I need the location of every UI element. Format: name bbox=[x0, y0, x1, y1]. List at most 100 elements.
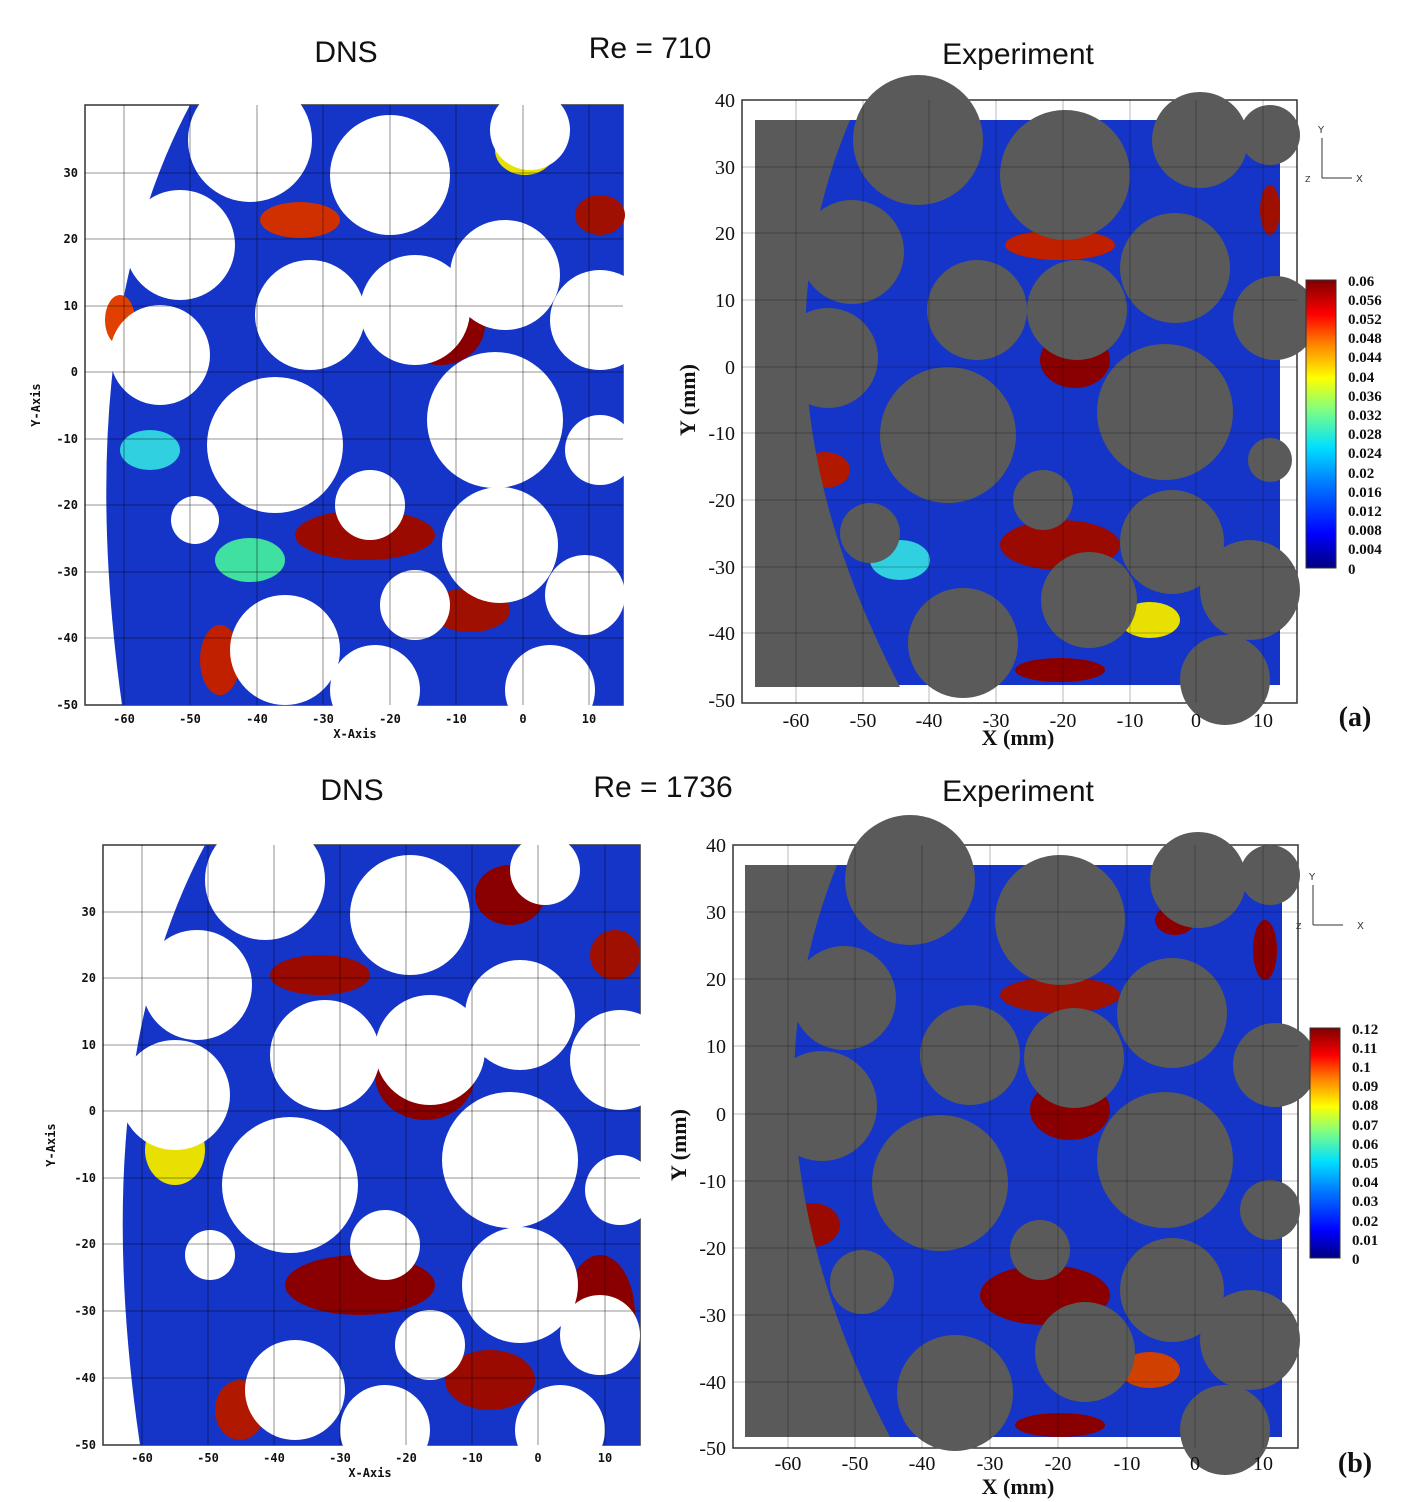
dns-y-tick: -20 bbox=[56, 498, 78, 512]
triad-z-label: Z bbox=[1305, 175, 1311, 184]
exp-y-tick: -20 bbox=[699, 1238, 726, 1260]
panel-label-a: (a) bbox=[1339, 702, 1372, 733]
colorbar-label: 0.008 bbox=[1348, 523, 1382, 539]
dns-y-tick: -40 bbox=[56, 631, 78, 645]
exp-y-tick: 0 bbox=[716, 1104, 726, 1126]
colorbar-label: 0.02 bbox=[1348, 466, 1374, 482]
dns-x-tick: -60 bbox=[131, 1451, 153, 1465]
exp-y-tick: 40 bbox=[715, 90, 735, 112]
dns-x-tick: -10 bbox=[461, 1451, 483, 1465]
dns-y-tick: -50 bbox=[74, 1438, 96, 1452]
exp-y-tick: -10 bbox=[699, 1171, 726, 1193]
colorbar-label: 0 bbox=[1352, 1252, 1360, 1268]
colorbar-gradient-b bbox=[1309, 1027, 1341, 1259]
exp-x-axis-label-b: X (mm) bbox=[982, 1474, 1055, 1499]
dns-y-tick: -30 bbox=[56, 565, 78, 579]
exp-grid-b bbox=[733, 845, 1298, 1448]
axis-triad-b: Y X Z bbox=[1296, 872, 1364, 932]
colorbar-label: 0.052 bbox=[1348, 312, 1382, 328]
exp-x-tick: -60 bbox=[783, 710, 810, 732]
triad-x-label: X bbox=[1357, 921, 1364, 932]
exp-y-tick: 40 bbox=[706, 835, 726, 857]
exp-x-tick: -50 bbox=[842, 1453, 869, 1475]
exp-field-b bbox=[745, 815, 1317, 1475]
colorbar-label: 0.04 bbox=[1348, 370, 1375, 386]
exp-y-tick: 20 bbox=[706, 969, 726, 991]
exp-x-tick: -40 bbox=[909, 1453, 936, 1475]
colorbar-label: 0.06 bbox=[1352, 1137, 1379, 1153]
colorbar-label: 0.048 bbox=[1348, 331, 1382, 347]
dns-y-tick: 30 bbox=[82, 905, 96, 919]
exp-x-tick: -60 bbox=[775, 1453, 802, 1475]
dns-x-tick: 0 bbox=[519, 712, 526, 726]
dns-y-tick: 10 bbox=[82, 1038, 96, 1052]
axis-triad-a: Y X Z bbox=[1305, 125, 1363, 185]
dns-y-axis-label-b: Y-Axis bbox=[44, 1123, 58, 1166]
dns-x-tick: -30 bbox=[329, 1451, 351, 1465]
dns-x-ticks-b: -60 -50 -40 -30 -20 -10 0 10 bbox=[131, 1451, 612, 1465]
exp-field-a bbox=[755, 75, 1317, 725]
dns-grid-a bbox=[85, 105, 623, 705]
dns-y-tick: -10 bbox=[56, 432, 78, 446]
dns-y-tick: -50 bbox=[56, 698, 78, 712]
exp-x-tick: -30 bbox=[977, 1453, 1004, 1475]
dns-x-tick: -40 bbox=[263, 1451, 285, 1465]
exp-x-tick: 10 bbox=[1253, 1453, 1273, 1475]
exp-y-tick: -50 bbox=[708, 690, 735, 712]
reynolds-label-a: Re = 710 bbox=[589, 32, 712, 65]
colorbar-label: 0.05 bbox=[1352, 1156, 1378, 1172]
exp-y-tick: 30 bbox=[706, 902, 726, 924]
dns-grid-b bbox=[103, 845, 640, 1445]
dns-x-axis-label-b: X-Axis bbox=[348, 1466, 391, 1480]
exp-y-tick: -50 bbox=[699, 1438, 726, 1460]
dns-x-ticks-a: -60 -50 -40 -30 -20 -10 0 10 bbox=[113, 712, 596, 726]
colorbar-gradient-a bbox=[1305, 279, 1337, 569]
exp-x-tick: -40 bbox=[916, 710, 943, 732]
dns-x-tick: 10 bbox=[582, 712, 596, 726]
colorbar-label: 0.09 bbox=[1352, 1079, 1378, 1095]
exp-x-tick: -50 bbox=[850, 710, 877, 732]
colorbar-label: 0.056 bbox=[1348, 293, 1382, 309]
exp-x-ticks-a: -60 -50 -40 -30 -20 -10 0 10 bbox=[783, 710, 1273, 732]
exp-y-axis-label-b: Y (mm) bbox=[666, 1109, 691, 1181]
experiment-plot-b: -60 -50 -40 -30 -20 -10 0 10 40 30 20 10… bbox=[666, 815, 1379, 1499]
dns-x-tick: -20 bbox=[395, 1451, 417, 1465]
exp-y-tick: -20 bbox=[708, 490, 735, 512]
colorbar-label: 0.1 bbox=[1352, 1060, 1371, 1076]
exp-x-tick: 10 bbox=[1253, 710, 1273, 732]
exp-y-tick: -30 bbox=[699, 1305, 726, 1327]
exp-x-tick: -20 bbox=[1045, 1453, 1072, 1475]
exp-x-ticks-b: -60 -50 -40 -30 -20 -10 0 10 bbox=[775, 1453, 1273, 1475]
dns-x-tick: -20 bbox=[379, 712, 401, 726]
exp-y-tick: -40 bbox=[699, 1372, 726, 1394]
dns-title-b: DNS bbox=[320, 774, 383, 807]
colorbar-label: 0.08 bbox=[1352, 1098, 1378, 1114]
experiment-plot-a: -60 -50 -40 -30 -20 -10 0 10 40 30 20 10… bbox=[675, 75, 1382, 750]
colorbar-label: 0.024 bbox=[1348, 446, 1382, 462]
experiment-title-a: Experiment bbox=[942, 38, 1094, 71]
exp-x-tick: 0 bbox=[1190, 1453, 1200, 1475]
dns-y-ticks-b: 30 20 10 0 -10 -20 -30 -40 -50 bbox=[74, 905, 96, 1452]
exp-y-tick: 30 bbox=[715, 157, 735, 179]
dns-y-ticks-a: 30 20 10 0 -10 -20 -30 -40 -50 bbox=[56, 166, 78, 712]
exp-y-tick: -30 bbox=[708, 557, 735, 579]
dns-y-tick: -10 bbox=[74, 1171, 96, 1185]
exp-y-tick: 0 bbox=[725, 357, 735, 379]
dns-y-tick: 20 bbox=[82, 971, 96, 985]
colorbar-label: 0.016 bbox=[1348, 485, 1382, 501]
dns-title-a: DNS bbox=[314, 36, 377, 69]
colorbar-label: 0.03 bbox=[1352, 1194, 1378, 1210]
colorbar-label: 0 bbox=[1348, 562, 1356, 578]
exp-x-tick: -10 bbox=[1114, 1453, 1141, 1475]
colorbar-label: 0.04 bbox=[1352, 1175, 1379, 1191]
exp-y-axis-label-a: Y (mm) bbox=[675, 364, 700, 436]
triad-y-label: Y bbox=[1317, 125, 1325, 136]
dns-x-tick: 0 bbox=[534, 1451, 541, 1465]
reynolds-label-b: Re = 1736 bbox=[593, 771, 732, 804]
exp-x-tick: 0 bbox=[1191, 710, 1201, 732]
dns-y-tick: 10 bbox=[64, 299, 78, 313]
exp-grid-a bbox=[742, 100, 1297, 703]
colorbar-label: 0.004 bbox=[1348, 542, 1382, 558]
dns-y-tick: 0 bbox=[71, 365, 78, 379]
